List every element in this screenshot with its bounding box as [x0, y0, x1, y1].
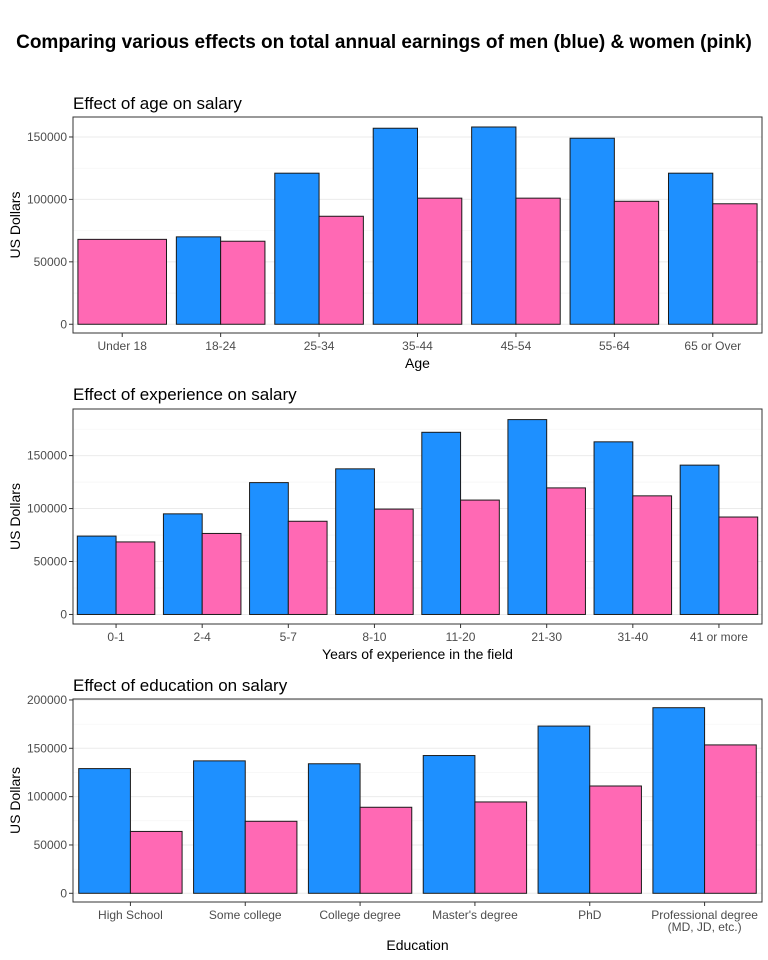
y-tick-label: 150000 — [27, 449, 67, 463]
y-tick-label: 50000 — [34, 838, 68, 852]
y-axis-label: US Dollars — [7, 192, 23, 259]
chart-panel-2: Effect of experience on salary 0-1 2-4 5-7 8… — [7, 385, 763, 662]
x-tick-label: PhD — [578, 908, 602, 922]
bar-women — [546, 487, 586, 615]
bar-men — [274, 172, 320, 325]
x-tick-label: 5-7 — [280, 630, 298, 644]
x-tick-label: 55-64 — [599, 339, 630, 353]
bar-men — [76, 535, 117, 615]
panel-border — [72, 408, 763, 625]
bar-men — [162, 513, 203, 615]
x-tick-label: 41 or more — [690, 630, 748, 644]
y-tick-label: 50000 — [34, 255, 68, 269]
y-tick-label: 100000 — [27, 790, 67, 804]
bar-women — [115, 541, 156, 615]
bar-women — [417, 197, 463, 325]
y-tick-label: 150000 — [27, 130, 67, 144]
chart-panel-3: Effect of education on salary High School… — [7, 676, 763, 953]
bar-women — [359, 806, 413, 894]
x-axis-label: Years of experience in the field — [322, 646, 513, 662]
bar-women — [201, 532, 242, 615]
bar-men — [593, 441, 634, 615]
y-tick-label: 0 — [60, 607, 67, 621]
bar-women — [712, 203, 758, 325]
x-axis-label: Age — [405, 355, 430, 371]
bar-men — [667, 172, 714, 325]
x-tick-label: 0-1 — [107, 630, 125, 644]
x-tick-label: High School — [98, 908, 163, 922]
y-tick-label: 150000 — [27, 741, 67, 755]
bar-women — [704, 744, 757, 894]
chart-title: Effect of age on salary — [73, 94, 242, 113]
x-tick-label: 21-30 — [531, 630, 562, 644]
bar-men — [307, 763, 361, 894]
bar-women — [589, 785, 642, 894]
bar-men — [249, 482, 289, 615]
x-tick-label: 25-34 — [304, 339, 335, 353]
bar-women — [287, 520, 328, 615]
bar-men — [422, 755, 476, 894]
bar-women — [515, 197, 561, 325]
bar-men — [193, 760, 246, 894]
bar-women — [460, 499, 500, 615]
x-tick-label: 31-40 — [617, 630, 648, 644]
main-title: Comparing various effects on total annua… — [16, 32, 752, 53]
y-axis-label: US Dollars — [7, 483, 23, 550]
y-tick-label: 50000 — [34, 555, 68, 569]
x-tick-label: 65 or Over — [684, 339, 741, 353]
x-tick-label: Some college — [209, 908, 282, 922]
x-tick-label: 2-4 — [194, 630, 212, 644]
x-axis-label: Education — [386, 937, 448, 953]
x-tick-label: 45-54 — [501, 339, 532, 353]
bar-men — [507, 419, 548, 615]
bar-men — [175, 236, 222, 325]
bar-men — [421, 431, 462, 615]
y-tick-label: 100000 — [27, 192, 67, 206]
x-tick-label: Master's degree — [432, 908, 518, 922]
bar-women — [632, 495, 673, 615]
x-tick-label: 8-10 — [362, 630, 386, 644]
bar-men — [78, 768, 131, 894]
bar-men — [335, 468, 375, 615]
bar-women — [318, 215, 364, 325]
y-tick-label: 200000 — [27, 693, 67, 707]
bar-women — [613, 200, 660, 325]
panel-border — [72, 116, 763, 334]
bar-women — [77, 238, 168, 325]
bar-men — [569, 137, 615, 325]
chart-title: Effect of experience on salary — [73, 385, 297, 404]
y-tick-label: 0 — [60, 886, 67, 900]
bar-men — [372, 127, 419, 325]
x-tick-label: 11-20 — [446, 630, 476, 644]
bar-women — [129, 830, 183, 894]
x-tick-label: 18-24 — [205, 339, 236, 353]
x-tick-label: 35-44 — [402, 339, 433, 353]
bar-women — [474, 801, 528, 894]
x-tick-label: College degree — [319, 908, 401, 922]
bar-women — [244, 820, 298, 894]
bar-men — [652, 707, 706, 894]
bar-women — [718, 516, 759, 615]
bar-men — [679, 464, 720, 615]
bar-men — [471, 126, 517, 325]
chart-title: Effect of education on salary — [73, 676, 288, 695]
y-axis-label: US Dollars — [7, 767, 23, 834]
x-tick-label: Under 18 — [98, 339, 148, 353]
bar-men — [537, 725, 591, 894]
bar-women — [373, 508, 414, 615]
panel-border — [72, 698, 763, 903]
y-tick-label: 0 — [60, 317, 67, 331]
chart-panel-1: Effect of age on salary Under 18 18-24 25-3… — [7, 94, 763, 371]
y-tick-label: 100000 — [27, 502, 67, 516]
bar-women — [220, 240, 266, 325]
x-tick-label: Professional degree (MD, JD, etc.) — [651, 908, 758, 934]
